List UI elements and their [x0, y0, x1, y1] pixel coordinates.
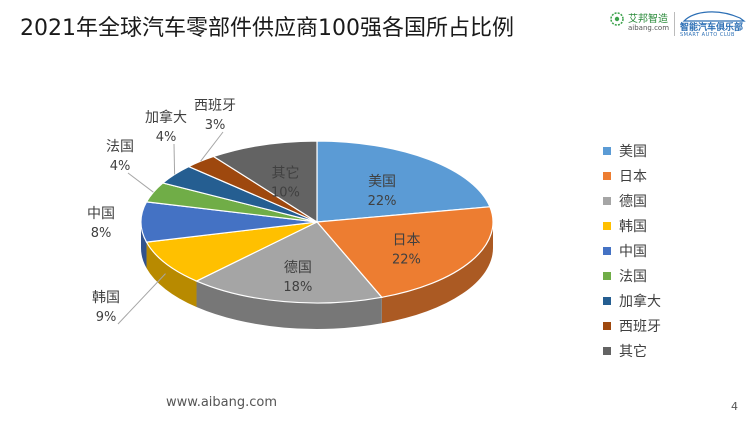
car-icon	[682, 11, 746, 22]
pie-slice-0	[316, 140, 491, 223]
legend-item-8: 其它	[603, 338, 661, 363]
data-label-value-5: 4%	[110, 159, 131, 174]
logo-divider	[674, 12, 675, 36]
legend-item-1: 日本	[603, 163, 661, 188]
label-leader-6	[173, 143, 176, 175]
label-leader-5	[127, 172, 154, 193]
data-label-value-4: 8%	[91, 226, 112, 241]
legend-item-3: 韩国	[603, 213, 661, 238]
legend-swatch-8	[603, 346, 611, 355]
legend-swatch-2	[603, 196, 611, 205]
legend-item-7: 西班牙	[603, 313, 661, 338]
data-label-value-3: 9%	[96, 310, 117, 325]
data-label-value-6: 4%	[156, 130, 177, 145]
pie-slice-3	[145, 221, 318, 282]
legend-label-4: 中国	[619, 243, 647, 260]
legend-swatch-7	[603, 321, 611, 330]
legend-swatch-4	[603, 246, 611, 255]
legend-item-4: 中国	[603, 238, 661, 263]
data-label-value-1: 22%	[392, 253, 421, 268]
aibang-logo-en: aibang.com	[628, 24, 670, 32]
data-label-name-8: 其它	[271, 164, 299, 181]
data-label-value-0: 22%	[368, 194, 397, 209]
legend-swatch-3	[603, 221, 611, 230]
legend-label-7: 西班牙	[619, 318, 661, 335]
pie-data-labels: 美国 22% 日本 22% 德国 18% 韩国 9% 中国 8% 法国 4% 加拿大 4% 西班牙 3% 其它 1…	[87, 98, 421, 325]
aibang-logo-icon	[610, 12, 624, 26]
legend-item-5: 法国	[603, 263, 661, 288]
legend-swatch-5	[603, 271, 611, 280]
pie-slice-2	[195, 221, 383, 304]
data-label-value-8: 10%	[271, 185, 300, 200]
legend-label-2: 德国	[619, 193, 647, 210]
legend-swatch-0	[603, 146, 611, 155]
aibang-logo-cn: 艾邦智造	[628, 14, 668, 25]
pie-side-2	[196, 281, 382, 329]
header-logos: 艾邦智造 aibang.com 智能汽车俱乐部 SMART AUTO CLUB	[610, 10, 746, 46]
data-label-value-7: 3%	[205, 118, 226, 133]
data-label-name-0: 美国	[368, 174, 396, 190]
smart-auto-club-cn: 智能汽车俱乐部	[680, 23, 744, 33]
data-label-name-2: 德国	[284, 260, 312, 276]
label-leader-3	[117, 273, 166, 325]
slide-title: 2021年全球汽车零部件供应商100强各国所占比例	[20, 16, 514, 41]
legend-item-0: 美国	[603, 138, 661, 163]
legend-item-6: 加拿大	[603, 288, 661, 313]
footer-url: www.aibang.com	[166, 395, 278, 410]
data-label-name-3: 韩国	[92, 290, 120, 306]
data-label-name-5: 法国	[106, 139, 134, 155]
legend-label-3: 韩国	[619, 218, 647, 235]
data-label-name-6: 加拿大	[145, 109, 187, 126]
legend-label-6: 加拿大	[619, 293, 661, 310]
data-label-name-7: 西班牙	[194, 98, 236, 114]
data-label-name-4: 中国	[87, 206, 115, 222]
label-leader-7	[200, 131, 224, 162]
pie-slice-4	[140, 201, 318, 243]
data-label-value-2: 18%	[283, 280, 312, 295]
legend-label-8: 其它	[619, 343, 647, 360]
smart-auto-club-en: SMART AUTO CLUB	[680, 32, 735, 38]
data-label-name-1: 日本	[392, 233, 420, 249]
page-number: 4	[731, 400, 738, 413]
chart-legend: 美国日本德国韩国中国法国加拿大西班牙其它	[603, 138, 661, 363]
legend-label-1: 日本	[619, 168, 647, 185]
pie-slice-1	[315, 206, 494, 298]
legend-label-0: 美国	[619, 143, 647, 160]
legend-swatch-6	[603, 296, 611, 305]
legend-item-2: 德国	[603, 188, 661, 213]
pie-slices	[140, 140, 494, 304]
pie-slice-8	[212, 140, 318, 224]
legend-label-5: 法国	[619, 268, 647, 285]
pie-side-1	[381, 222, 493, 324]
legend-swatch-1	[603, 171, 611, 180]
